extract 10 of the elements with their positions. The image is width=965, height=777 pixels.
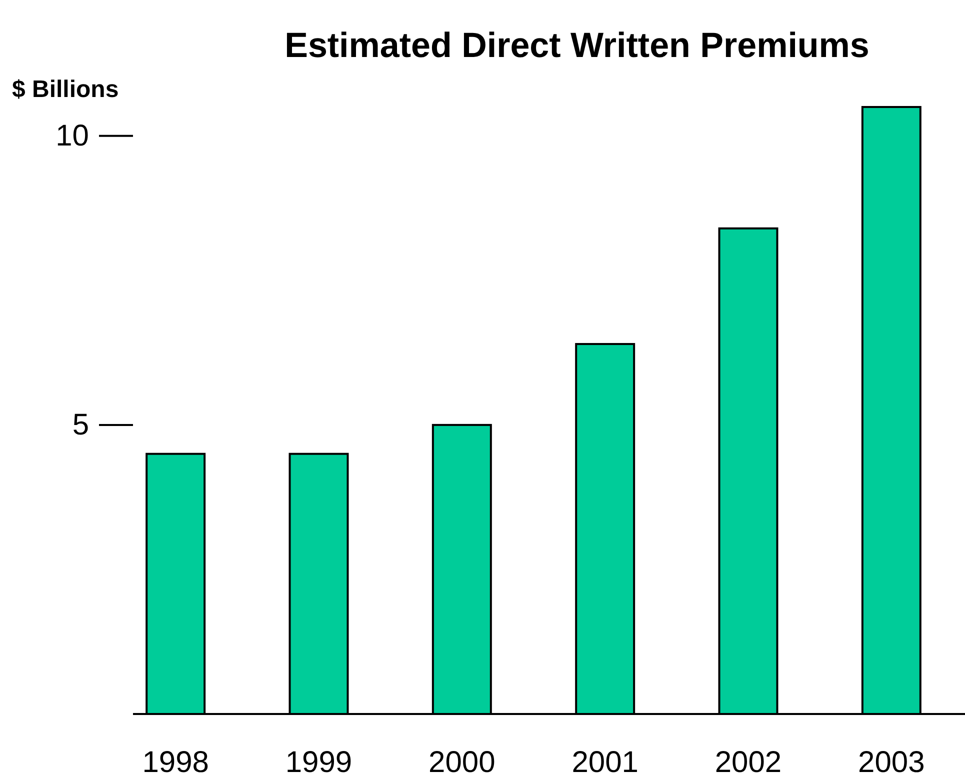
x-tick-label: 2001 — [572, 746, 638, 777]
x-tick-label: 1999 — [285, 746, 352, 777]
y-tick-label: 10 — [56, 120, 89, 153]
x-tick-label: 2000 — [428, 746, 496, 777]
chart-title: Estimated Direct Written Premiums — [284, 26, 870, 65]
y-axis-title: $ Billions — [12, 76, 119, 103]
y-tick-label: 5 — [72, 408, 89, 442]
x-tick-label: 2003 — [858, 746, 925, 777]
x-tick-label: 1998 — [142, 746, 209, 777]
x-tick-label: 2002 — [714, 746, 782, 777]
